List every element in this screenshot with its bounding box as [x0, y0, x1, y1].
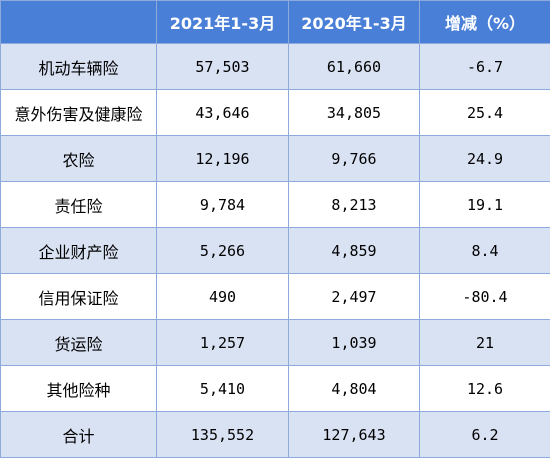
row-2021-value: 57,503: [157, 44, 289, 90]
row-change-value: 12.6: [420, 366, 550, 412]
table-row: 责任险 9,784 8,213 19.1: [1, 182, 550, 228]
row-change-value: -6.7: [420, 44, 550, 90]
table-row: 企业财产险 5,266 4,859 8.4: [1, 228, 550, 274]
row-change-value: 25.4: [420, 90, 550, 136]
header-row: 2021年1-3月 2020年1-3月 增减（%）: [1, 1, 550, 44]
table-row: 意外伤害及健康险 43,646 34,805 25.4: [1, 90, 550, 136]
row-change-value: 19.1: [420, 182, 550, 228]
row-2021-value: 1,257: [157, 320, 289, 366]
row-2021-value: 9,784: [157, 182, 289, 228]
row-2020-value: 2,497: [289, 274, 420, 320]
header-2021: 2021年1-3月: [157, 1, 289, 44]
row-2020-value: 4,804: [289, 366, 420, 412]
row-name: 企业财产险: [1, 228, 157, 274]
row-2021-value: 43,646: [157, 90, 289, 136]
row-change-value: 24.9: [420, 136, 550, 182]
row-name: 其他险种: [1, 366, 157, 412]
row-2021-value: 5,266: [157, 228, 289, 274]
table-row: 信用保证险 490 2,497 -80.4: [1, 274, 550, 320]
header-2020: 2020年1-3月: [289, 1, 420, 44]
table-row: 其他险种 5,410 4,804 12.6: [1, 366, 550, 412]
row-name: 货运险: [1, 320, 157, 366]
row-2021-value: 12,196: [157, 136, 289, 182]
row-change-value: 8.4: [420, 228, 550, 274]
row-2020-value: 8,213: [289, 182, 420, 228]
row-name: 责任险: [1, 182, 157, 228]
table-row: 机动车辆险 57,503 61,660 -6.7: [1, 44, 550, 90]
row-name: 信用保证险: [1, 274, 157, 320]
row-2020-value: 9,766: [289, 136, 420, 182]
row-2020-value: 61,660: [289, 44, 420, 90]
table-row: 货运险 1,257 1,039 21: [1, 320, 550, 366]
row-change-value: -80.4: [420, 274, 550, 320]
header-blank: [1, 1, 157, 44]
row-change-value: 21: [420, 320, 550, 366]
row-name: 农险: [1, 136, 157, 182]
row-2020-value: 34,805: [289, 90, 420, 136]
header-change: 增减（%）: [420, 1, 550, 44]
row-name: 意外伤害及健康险: [1, 90, 157, 136]
row-2020-value: 1,039: [289, 320, 420, 366]
table-row: 农险 12,196 9,766 24.9: [1, 136, 550, 182]
row-2021-value: 5,410: [157, 366, 289, 412]
row-2021-value: 490: [157, 274, 289, 320]
row-name: 机动车辆险: [1, 44, 157, 90]
row-2020-value: 4,859: [289, 228, 420, 274]
